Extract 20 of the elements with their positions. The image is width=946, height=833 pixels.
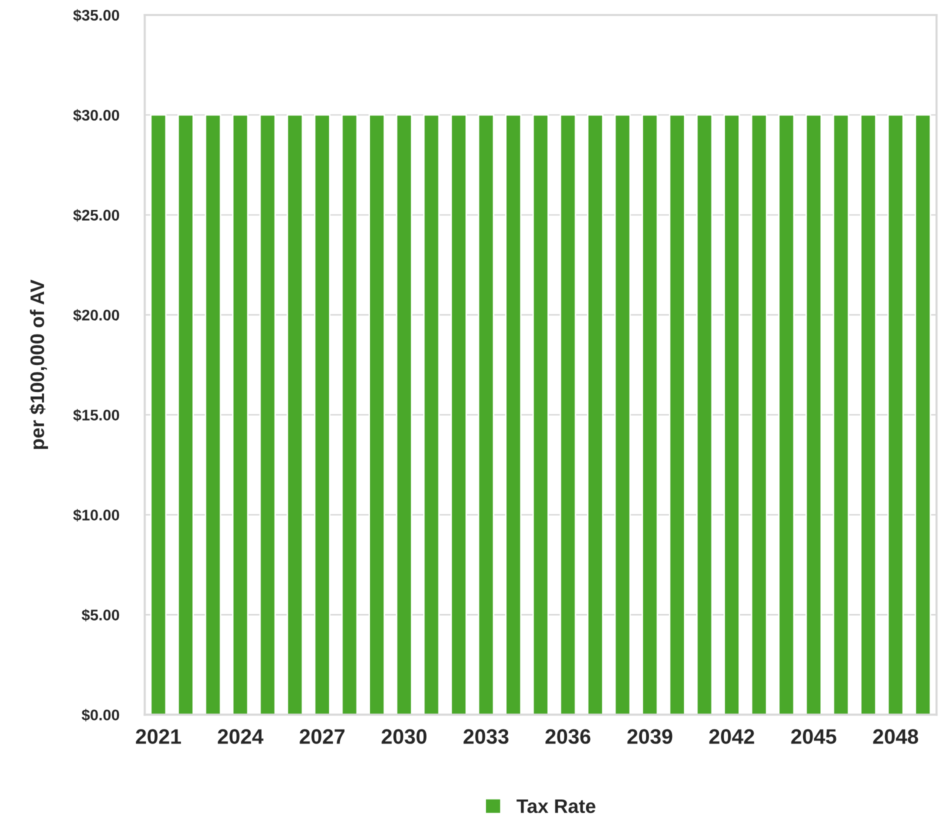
y-tick-label: $15.00	[73, 409, 120, 422]
x-tick-label: 2027	[300, 729, 344, 744]
y-tick-label: $30.00	[73, 109, 120, 122]
legend-label: Tax Rate	[516, 800, 596, 814]
x-tick-label: 2036	[545, 729, 590, 744]
y-tick-label: $20.00	[73, 309, 120, 322]
y-tick-label: $25.00	[73, 209, 120, 222]
x-tick-label: 2033	[464, 729, 508, 744]
y-axis-title: per $100,000 of AV	[30, 280, 48, 449]
x-tick-label: 2024	[218, 729, 264, 744]
x-tick-label: 2021	[136, 729, 181, 744]
y-tick-label: $5.00	[82, 608, 120, 622]
x-tick-label: 2045	[791, 729, 836, 744]
x-tick-label: 2030	[382, 729, 426, 744]
y-tick-label: $0.00	[82, 708, 120, 722]
y-tick-label: $10.00	[73, 508, 120, 522]
x-tick-label: 2039	[627, 729, 672, 744]
y-tick-label: $35.00	[73, 9, 120, 22]
x-tick-label: 2048	[873, 729, 918, 744]
x-tick-label: 2042	[709, 729, 754, 744]
